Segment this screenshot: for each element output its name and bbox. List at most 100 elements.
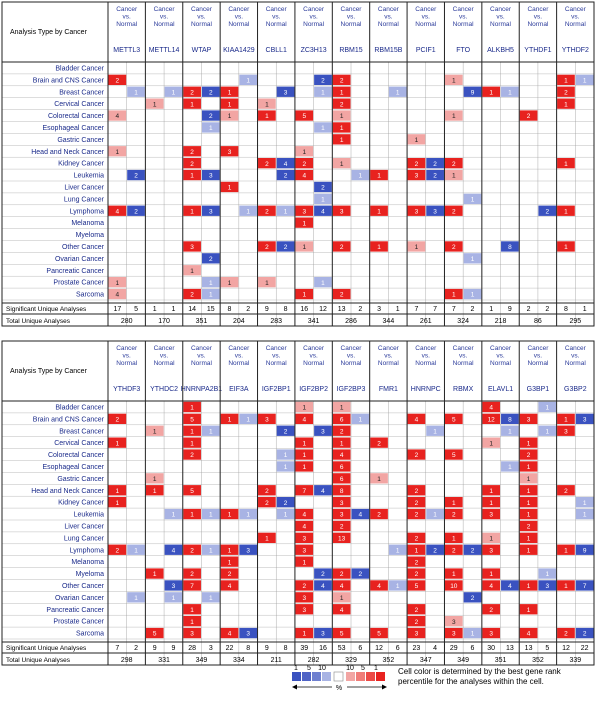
column-header-text: Normal <box>490 21 512 28</box>
cell-count: 2 <box>527 113 531 120</box>
cell-count: 1 <box>321 197 325 204</box>
underexpression-cell <box>201 205 220 216</box>
overexpression-cell <box>183 265 201 276</box>
overexpression-cell <box>258 532 276 543</box>
cell-count: 3 <box>340 500 344 507</box>
column-header-text: Cancer <box>266 345 288 352</box>
underexpression-cell <box>201 86 220 97</box>
cell-count: 2 <box>321 78 325 85</box>
column-header-text: Cancer <box>191 6 213 13</box>
overexpression-cell <box>444 169 463 181</box>
column-header-text: Cancer <box>453 345 475 352</box>
cell-count: 3 <box>564 428 568 435</box>
underexpression-cell <box>276 158 295 169</box>
underexpression-cell <box>351 413 370 424</box>
underexpression-cell <box>239 627 258 639</box>
underexpression-cell <box>314 627 332 639</box>
cell-count: 2 <box>527 452 531 459</box>
cancer-label: Bladder Cancer <box>55 66 104 73</box>
underexpression-cell <box>426 508 444 520</box>
cell-count: 2 <box>190 161 194 168</box>
overexpression-cell <box>519 497 538 508</box>
row-header-title: Analysis Type by Cancer <box>10 29 88 36</box>
underexpression-cell <box>463 544 482 555</box>
overexpression-cell <box>332 401 351 413</box>
cell-count: 1 <box>228 113 232 120</box>
overexpression-cell <box>519 532 538 543</box>
underexpression-cell <box>127 205 145 216</box>
cell-count: 2 <box>116 78 120 85</box>
cell-count: 1 <box>377 244 381 251</box>
cell-count: 1 <box>209 428 213 435</box>
overexpression-cell <box>519 461 538 472</box>
overexpression-cell <box>295 401 314 413</box>
overexpression-cell <box>220 146 239 157</box>
overexpression-cell <box>108 110 127 121</box>
overexpression-cell <box>370 169 388 181</box>
cell-count: 1 <box>190 405 194 412</box>
cancer-label: Melanoma <box>71 559 104 566</box>
significant-over-count: 9 <box>265 306 269 313</box>
column-header-text: Normal <box>378 360 400 367</box>
cancer-label: Gastric Cancer <box>57 476 104 483</box>
column-header-text: Normal <box>191 360 213 367</box>
cell-count: 1 <box>396 583 400 590</box>
cell-count: 2 <box>471 595 475 602</box>
column-header-text: vs. <box>235 353 244 360</box>
column-header-text: vs. <box>347 353 356 360</box>
underexpression-cell <box>351 169 370 181</box>
cell-count: 3 <box>284 89 288 96</box>
overexpression-cell <box>183 425 201 436</box>
cell-count: 1 <box>228 185 232 192</box>
significant-over-count: 13 <box>525 645 533 652</box>
cell-count: 4 <box>116 292 120 299</box>
underexpression-cell <box>276 86 295 97</box>
significant-under-count: 7 <box>433 306 437 313</box>
cell-count: 8 <box>340 488 344 495</box>
cell-count: 3 <box>246 631 250 638</box>
gene-label: ZC3H13 <box>301 47 327 54</box>
cell-count: 1 <box>433 512 437 519</box>
overexpression-cell <box>482 485 501 496</box>
cell-count: 13 <box>338 536 346 543</box>
overexpression-cell <box>519 437 538 448</box>
overexpression-cell <box>220 508 239 520</box>
cell-count: 2 <box>359 571 363 578</box>
gene-label: G3BP1 <box>527 386 550 393</box>
cell-count: 1 <box>116 500 120 507</box>
cell-count: 3 <box>302 607 306 614</box>
cell-count: 3 <box>302 547 306 554</box>
column-header-text: Normal <box>266 360 288 367</box>
underexpression-cell <box>314 122 332 133</box>
overexpression-cell <box>108 205 127 216</box>
cell-count: 2 <box>265 488 269 495</box>
overexpression-cell <box>332 425 351 436</box>
underexpression-cell <box>276 497 295 508</box>
legend-red-label: 10 <box>346 665 354 672</box>
overexpression-cell <box>519 508 538 520</box>
cell-count: 2 <box>284 500 288 507</box>
cell-count: 2 <box>527 524 531 531</box>
cell-count: 1 <box>228 547 232 554</box>
cancer-label: Lymphoma <box>70 547 104 554</box>
overexpression-cell <box>332 497 351 508</box>
overexpression-cell <box>258 98 276 109</box>
total-count: 324 <box>457 318 469 325</box>
cell-count: 2 <box>190 571 194 578</box>
cell-count: 2 <box>415 536 419 543</box>
underexpression-cell <box>276 425 295 436</box>
cell-count: 1 <box>284 464 288 471</box>
overexpression-cell <box>407 485 426 496</box>
cell-count: 1 <box>545 428 549 435</box>
cell-count: 2 <box>415 161 419 168</box>
column-header-text: Cancer <box>228 345 250 352</box>
cell-count: 1 <box>284 512 288 519</box>
underexpression-cell <box>575 74 594 85</box>
cell-count: 7 <box>302 488 306 495</box>
cell-count: 3 <box>415 208 419 215</box>
overexpression-cell <box>220 413 239 424</box>
underexpression-cell <box>463 592 482 603</box>
total-count: 170 <box>158 318 170 325</box>
overexpression-cell <box>444 74 463 85</box>
cancer-label: Sarcoma <box>76 292 104 299</box>
